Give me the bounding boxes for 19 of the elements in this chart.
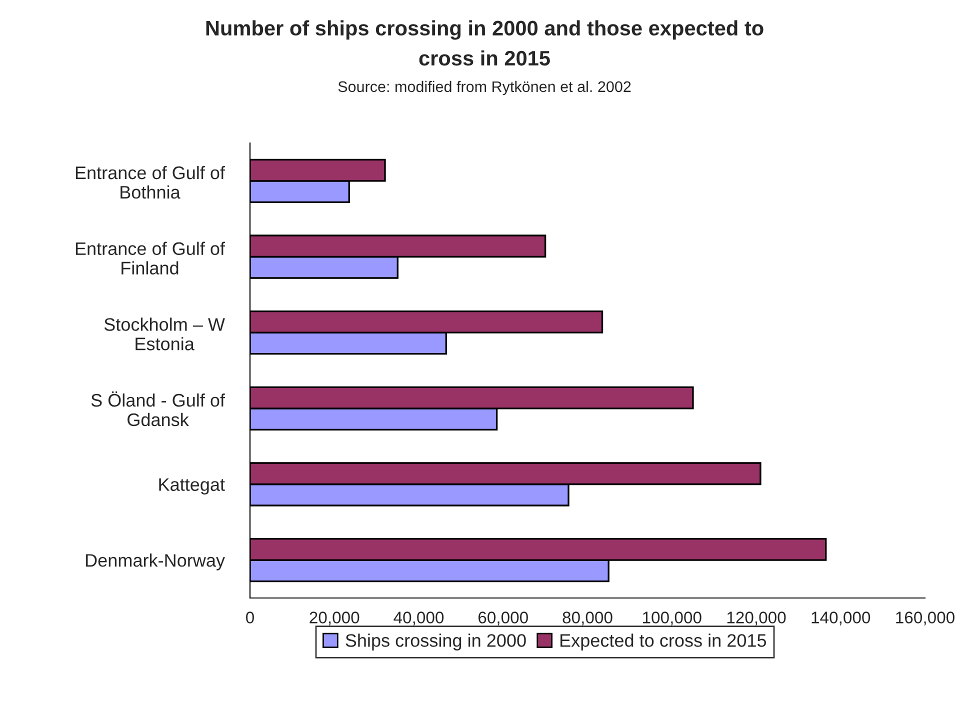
x-tick-label: 60,000 [478,612,528,626]
x-tick-label: 160,000 [896,612,954,626]
x-tick-label: 80,000 [562,612,612,626]
source-note: Source: modified from Rytkönen et al. 2002 [338,80,631,96]
x-tick-label: 100,000 [643,612,702,626]
y-tick-label: Entrance of Gulf of Bothnia [76,166,226,199]
y-tick-label: Kattegat [159,478,225,495]
chart-title: Number of ships crossing in 2000 and those expected to cross in 2015 [206,20,764,66]
legend-label: Expected to cross in 2015 [560,634,766,650]
y-tick-label: Denmark-Norway [86,554,225,570]
y-tick-label: Entrance of Gulf of Finland [76,242,226,275]
x-tick-label: 40,000 [394,612,444,626]
x-tick-label: 0 [246,612,254,624]
legend-label: Ships crossing in 2000 [346,634,526,650]
x-tick-label: 140,000 [812,612,870,626]
x-tick-label: 20,000 [310,612,360,626]
y-tick-label: S Öland - Gulf of Gdansk [91,391,226,426]
y-tick-label: Stockholm – W Estonia [104,318,225,350]
x-tick-label: 120,000 [727,612,786,626]
